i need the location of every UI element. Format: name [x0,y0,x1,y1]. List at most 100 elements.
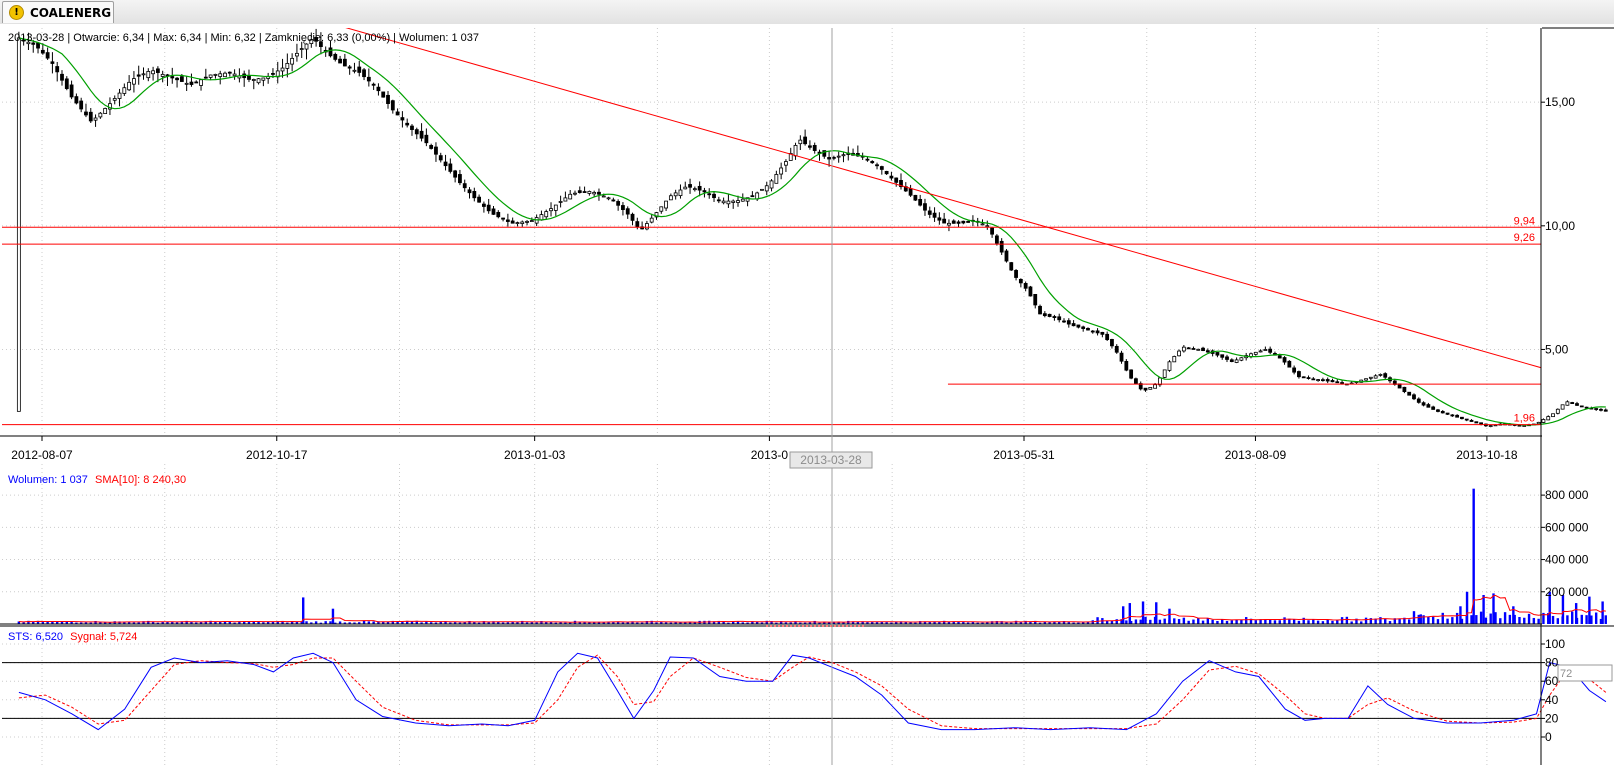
candle-body [1364,378,1368,381]
candle-body [304,43,309,50]
candle-body [60,73,64,81]
volume-bar [1297,620,1301,624]
volume-bar [1024,620,1027,624]
candle-body [1383,373,1388,378]
volume-bar [851,621,855,624]
volume-bar [1278,620,1281,624]
candle-body [285,63,290,69]
volume-bar [434,622,438,624]
volume-bar [1407,619,1411,624]
volume-bar [108,622,112,624]
volume-bar [885,622,888,624]
volume-bar [1475,615,1478,624]
volume-bar [290,621,294,624]
volume-bar [1010,622,1013,624]
volume-bar [1336,620,1339,624]
info-min-label: Min: [211,32,232,44]
candle-body [1368,376,1373,379]
chart-area[interactable]: 9,94 9,26 1,96 5,00 10,00 15,00 200 000 400 000… [0,24,1614,765]
sts-y-tick-label: 40 [1545,693,1559,707]
candle-body [1052,316,1057,319]
volume-bar [511,621,514,624]
candle-body [318,41,323,48]
candle-body [736,200,740,203]
candle-body [549,208,553,212]
volume-bar [775,622,778,624]
candle-body [486,204,491,212]
candle-body [477,196,482,203]
candle-body [290,57,295,65]
candle-body [1253,351,1258,355]
volume-bar [377,621,380,624]
tab-coalenerg[interactable]: ! COALENERG [2,1,114,23]
candle-body [592,192,597,195]
candle-body [625,208,630,215]
x-tick-label: 2012-08-07 [11,448,73,462]
candle-body [822,150,827,157]
candle-body [630,213,635,221]
sts-legend-value: 6,520 [36,631,64,643]
candle-body [678,189,683,197]
candle-body [208,74,213,78]
volume-bar [233,622,236,624]
volume-bar [1034,620,1037,624]
candle-body [831,156,836,159]
candle-body [414,129,419,135]
candle-body [1196,348,1201,351]
volume-bar [444,621,447,624]
candle-body [1292,367,1297,373]
price-sma-line [18,37,1606,426]
candle-body [1541,419,1546,423]
volume-bar [1173,618,1176,624]
tab-label: COALENERG [30,5,112,20]
level-label: 9,26 [1514,232,1535,244]
volume-bar [70,621,73,624]
volume-bar [1230,620,1234,624]
volume-bar [372,621,375,624]
candle-body [122,87,127,94]
candle-body [1320,379,1325,382]
volume-bar [314,621,318,624]
volume-bar [1307,620,1310,624]
volume-bar [1206,618,1210,624]
candle-body [1201,347,1205,351]
volume-bar [1053,621,1056,624]
volume-bar [827,622,831,624]
volume-bar [132,622,136,624]
tab-bar: ! COALENERG [0,0,1614,25]
candle-body [582,191,587,193]
candle-body [951,220,956,224]
volume-bar [1571,611,1574,624]
volume-bar [1527,613,1531,624]
x-tick-label: 2013-05-31 [993,448,1055,462]
candle-body [1455,414,1460,418]
candle-body [836,155,841,158]
candle-body [1416,398,1421,403]
volume-bar [17,621,21,624]
volume-bar [1492,593,1495,624]
candle-body [865,158,870,161]
candle-body [88,111,93,122]
candle-body [314,37,319,42]
volume-bar [1532,617,1536,624]
candle-body [338,58,342,64]
volume-bar [779,621,783,624]
candle-body [357,66,362,73]
candle-body [1205,350,1210,353]
candle-body [760,188,764,191]
volume-bar [732,621,735,624]
candle-body [1599,408,1603,411]
candle-body [1167,361,1172,371]
candle-body [31,42,36,45]
volume-bar [588,622,591,624]
candle-body [184,82,189,85]
candle-body [947,222,951,226]
volume-bar [861,621,864,624]
candle-body [577,190,582,193]
volume-bar [1388,621,1392,624]
volume-bar [1518,616,1521,624]
volume-bar [118,621,121,624]
info-date: 2013-03-28 [8,32,64,44]
candle-body [333,53,338,60]
candle-body [889,175,894,179]
